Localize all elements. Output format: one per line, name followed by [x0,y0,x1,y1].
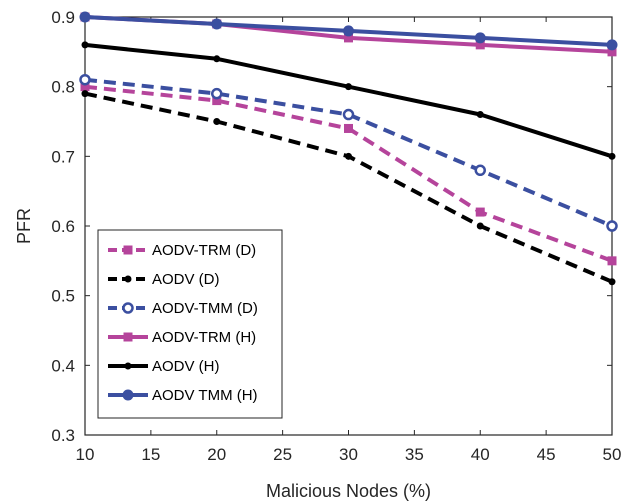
legend-marker [124,275,132,283]
data-point [608,152,616,160]
y-tick-label: 0.5 [51,287,75,306]
data-point [475,207,485,217]
data-point [606,39,618,51]
legend: AODV-TRM (D) AODV (D) AODV-TMM (D) AODV-TRM… [97,229,283,419]
series-0 [80,82,617,266]
data-point [212,96,222,106]
data-point [344,123,353,133]
legend-item: AODV-TMM (D) [108,300,258,317]
y-axis-title: PFR [14,208,34,244]
y-tick-label: 0.9 [51,8,75,27]
data-point [80,82,90,92]
legend-label: AODV (D) [152,271,220,288]
y-tick-label: 0.7 [51,147,75,166]
y-tick-label: 0.6 [51,217,75,236]
series-1 [81,90,616,286]
data-point [476,222,484,230]
x-tick-label: 45 [537,445,556,464]
legend-item: AODV TMM (H) [108,387,258,404]
data-point [606,220,618,232]
x-tick-label: 30 [339,445,358,464]
x-tick-label: 15 [141,445,160,464]
series-layer [79,11,618,286]
y-tick-label: 0.8 [51,78,75,97]
series-4 [81,41,616,160]
data-point [211,87,223,100]
series-line [84,77,613,228]
data-point [342,108,355,121]
x-tick-label: 40 [471,445,490,464]
legend-marker [122,389,134,401]
axis-ticks: 10 15 20 25 30 35 40 45 50 0.3 0.4 0.5 0.6 0.7 0.8 0.9 [51,8,621,464]
x-tick-label: 25 [273,445,292,464]
y-tick-label: 0.4 [51,356,75,375]
legend-label: AODV (H) [152,358,220,375]
y-tick-label: 0.3 [51,426,75,445]
legend-item: AODV (D) [108,271,220,288]
x-tick-label: 50 [603,445,622,464]
data-point [343,25,354,37]
data-point [474,32,486,44]
data-point [474,164,486,177]
legend-item: AODV-TRM (D) [108,242,256,259]
data-point [211,18,223,30]
legend-label: AODV TMM (H) [152,387,258,404]
legend-label: AODV-TRM (H) [152,329,256,346]
data-point [607,256,617,266]
legend-box [97,229,283,419]
legend-label: AODV-TRM (D) [152,242,256,259]
legend-label: AODV-TMM (D) [152,300,258,317]
data-point [79,73,91,86]
data-point [345,152,352,160]
data-point [608,278,616,286]
data-point [344,33,353,43]
legend-item: AODV (H) [108,358,220,375]
data-point [476,111,484,119]
data-point [213,55,221,63]
x-tick-label: 10 [76,445,95,464]
data-point [607,47,617,57]
x-tick-label: 35 [405,445,424,464]
series-2 [79,73,618,232]
legend-marker [123,332,133,342]
x-axis-title: Malicious Nodes (%) [266,481,431,501]
legend-item: AODV-TRM (H) [108,329,256,346]
x-tick-label: 20 [207,445,226,464]
legend-marker [124,362,132,370]
legend-marker [123,245,133,255]
data-point [345,83,352,91]
data-point [475,40,485,50]
data-point [81,90,89,98]
legend-marker [122,302,134,314]
series-5 [79,11,618,51]
data-point [79,11,91,23]
data-point [81,41,89,49]
data-point [213,118,221,125]
